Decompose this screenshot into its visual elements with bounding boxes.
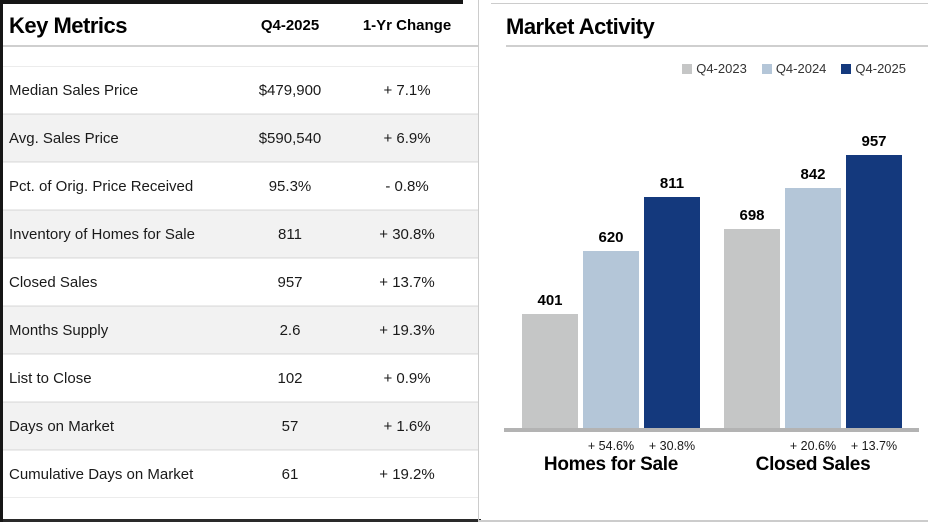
legend-item: Q4-2024	[761, 61, 827, 76]
column-header-value: Q4-2025	[260, 17, 320, 34]
bar-q4-2025: 811 + 30.8%	[644, 175, 700, 453]
metric-value: 2.6	[279, 321, 301, 339]
metric-value: 57	[281, 417, 299, 435]
bar-value-label: 620	[598, 229, 624, 246]
table-row: Cumulative Days on Market 61 + 19.2%	[3, 450, 478, 498]
bar-value-label: 811	[659, 175, 685, 192]
legend-swatch-q4-2025	[841, 63, 852, 74]
pct-change-label: + 20.6%	[789, 439, 837, 453]
bar	[724, 229, 780, 428]
pct-change-label: + 13.7%	[850, 439, 898, 453]
bar-value-label: 698	[739, 207, 765, 224]
metric-change: + 19.3%	[379, 321, 435, 339]
legend-label: Q4-2024	[775, 61, 827, 76]
market-activity-panel: Market Activity Q4-2023 Q4-2024 Q4-2025 …	[478, 0, 928, 522]
bar-q4-2023: 698	[724, 207, 780, 428]
bar	[785, 188, 841, 428]
metric-value: 102	[277, 369, 303, 387]
bar	[583, 251, 639, 428]
metric-change: + 0.9%	[383, 369, 431, 387]
metric-change: + 30.8%	[379, 225, 435, 243]
table-row: Months Supply 2.6 + 19.3%	[3, 306, 478, 354]
column-header-change: 1-Yr Change	[362, 17, 452, 34]
metric-value: 95.3%	[268, 177, 312, 195]
category-label: Homes for Sale	[543, 454, 679, 475]
x-axis-line	[504, 428, 919, 432]
chart-legend: Q4-2023 Q4-2024 Q4-2025	[682, 61, 906, 76]
metric-change: + 6.9%	[383, 129, 431, 147]
table-row: Inventory of Homes for Sale 811 + 30.8%	[3, 210, 478, 258]
metric-label: Cumulative Days on Market	[9, 465, 194, 483]
metric-value: $590,540	[258, 129, 322, 147]
legend-item: Q4-2025	[841, 61, 906, 76]
bar-q4-2023: 401	[522, 292, 578, 428]
bar-chart: 401 620 + 54.6% 811 + 30.8% Homes for Sa…	[522, 0, 902, 475]
panel-top-rule	[491, 3, 928, 4]
table-row: List to Close 102 + 0.9%	[3, 354, 478, 402]
pct-change-label: + 54.6%	[587, 439, 635, 453]
legend-label: Q4-2023	[696, 61, 747, 76]
legend-swatch-q4-2023	[682, 63, 693, 74]
panel-bottom-border	[3, 519, 481, 522]
table-row: Days on Market 57 + 1.6%	[3, 402, 478, 450]
metric-label: Closed Sales	[9, 273, 98, 291]
metric-change: + 1.6%	[383, 417, 431, 435]
bar	[522, 314, 578, 428]
metric-value: 811	[278, 225, 302, 243]
metric-label: List to Close	[9, 369, 92, 387]
metric-label: Inventory of Homes for Sale	[9, 225, 195, 243]
legend-swatch-q4-2024	[761, 63, 772, 74]
metric-change: + 19.2%	[379, 465, 435, 483]
bar-value-label: 842	[800, 166, 826, 183]
metric-label: Days on Market	[9, 417, 115, 435]
pct-change-label: + 30.8%	[648, 439, 696, 453]
chart-title: Market Activity	[506, 14, 655, 39]
key-metrics-panel: Key Metrics Q4-2025 1-Yr Change Median S…	[0, 0, 481, 522]
bar	[644, 197, 700, 428]
bar-value-label: 401	[537, 292, 563, 309]
bar-group-closed-sales: 698 842 + 20.6% 957 + 13.7% Closed Sales	[724, 133, 902, 475]
bar-q4-2025: 957 + 13.7%	[846, 133, 902, 453]
metric-label: Median Sales Price	[9, 81, 139, 99]
bar-q4-2024: 620 + 54.6%	[583, 229, 639, 453]
panel-bottom-rule	[479, 520, 928, 522]
metric-label: Months Supply	[9, 321, 109, 339]
bar-value-label: 957	[861, 133, 887, 150]
bar	[846, 155, 902, 428]
table-title: Key Metrics	[9, 12, 128, 38]
metric-value: $479,900	[258, 81, 322, 99]
bar-group-homes-for-sale: 401 620 + 54.6% 811 + 30.8% Homes for Sa…	[522, 175, 700, 475]
table-header: Key Metrics Q4-2025 1-Yr Change	[3, 0, 478, 47]
legend-item: Q4-2023	[682, 61, 747, 76]
metric-change: - 0.8%	[385, 177, 429, 195]
metric-label: Pct. of Orig. Price Received	[9, 177, 194, 195]
legend-label: Q4-2025	[855, 61, 906, 76]
panel-top-border	[3, 0, 463, 4]
bar-q4-2024: 842 + 20.6%	[785, 166, 841, 453]
metric-change: + 7.1%	[383, 81, 431, 99]
table-row: Avg. Sales Price $590,540 + 6.9%	[3, 114, 478, 162]
table-row: Pct. of Orig. Price Received 95.3% - 0.8…	[3, 162, 478, 210]
metrics-rows: Median Sales Price $479,900 + 7.1% Avg. …	[3, 66, 478, 498]
table-row: Closed Sales 957 + 13.7%	[3, 258, 478, 306]
metric-value: 61	[281, 465, 299, 483]
chart-title-rule	[506, 45, 928, 47]
category-label: Closed Sales	[755, 454, 871, 475]
metric-change: + 13.7%	[379, 273, 435, 291]
metric-value: 957	[277, 273, 303, 291]
metric-label: Avg. Sales Price	[9, 129, 119, 147]
table-row: Median Sales Price $479,900 + 7.1%	[3, 66, 478, 114]
